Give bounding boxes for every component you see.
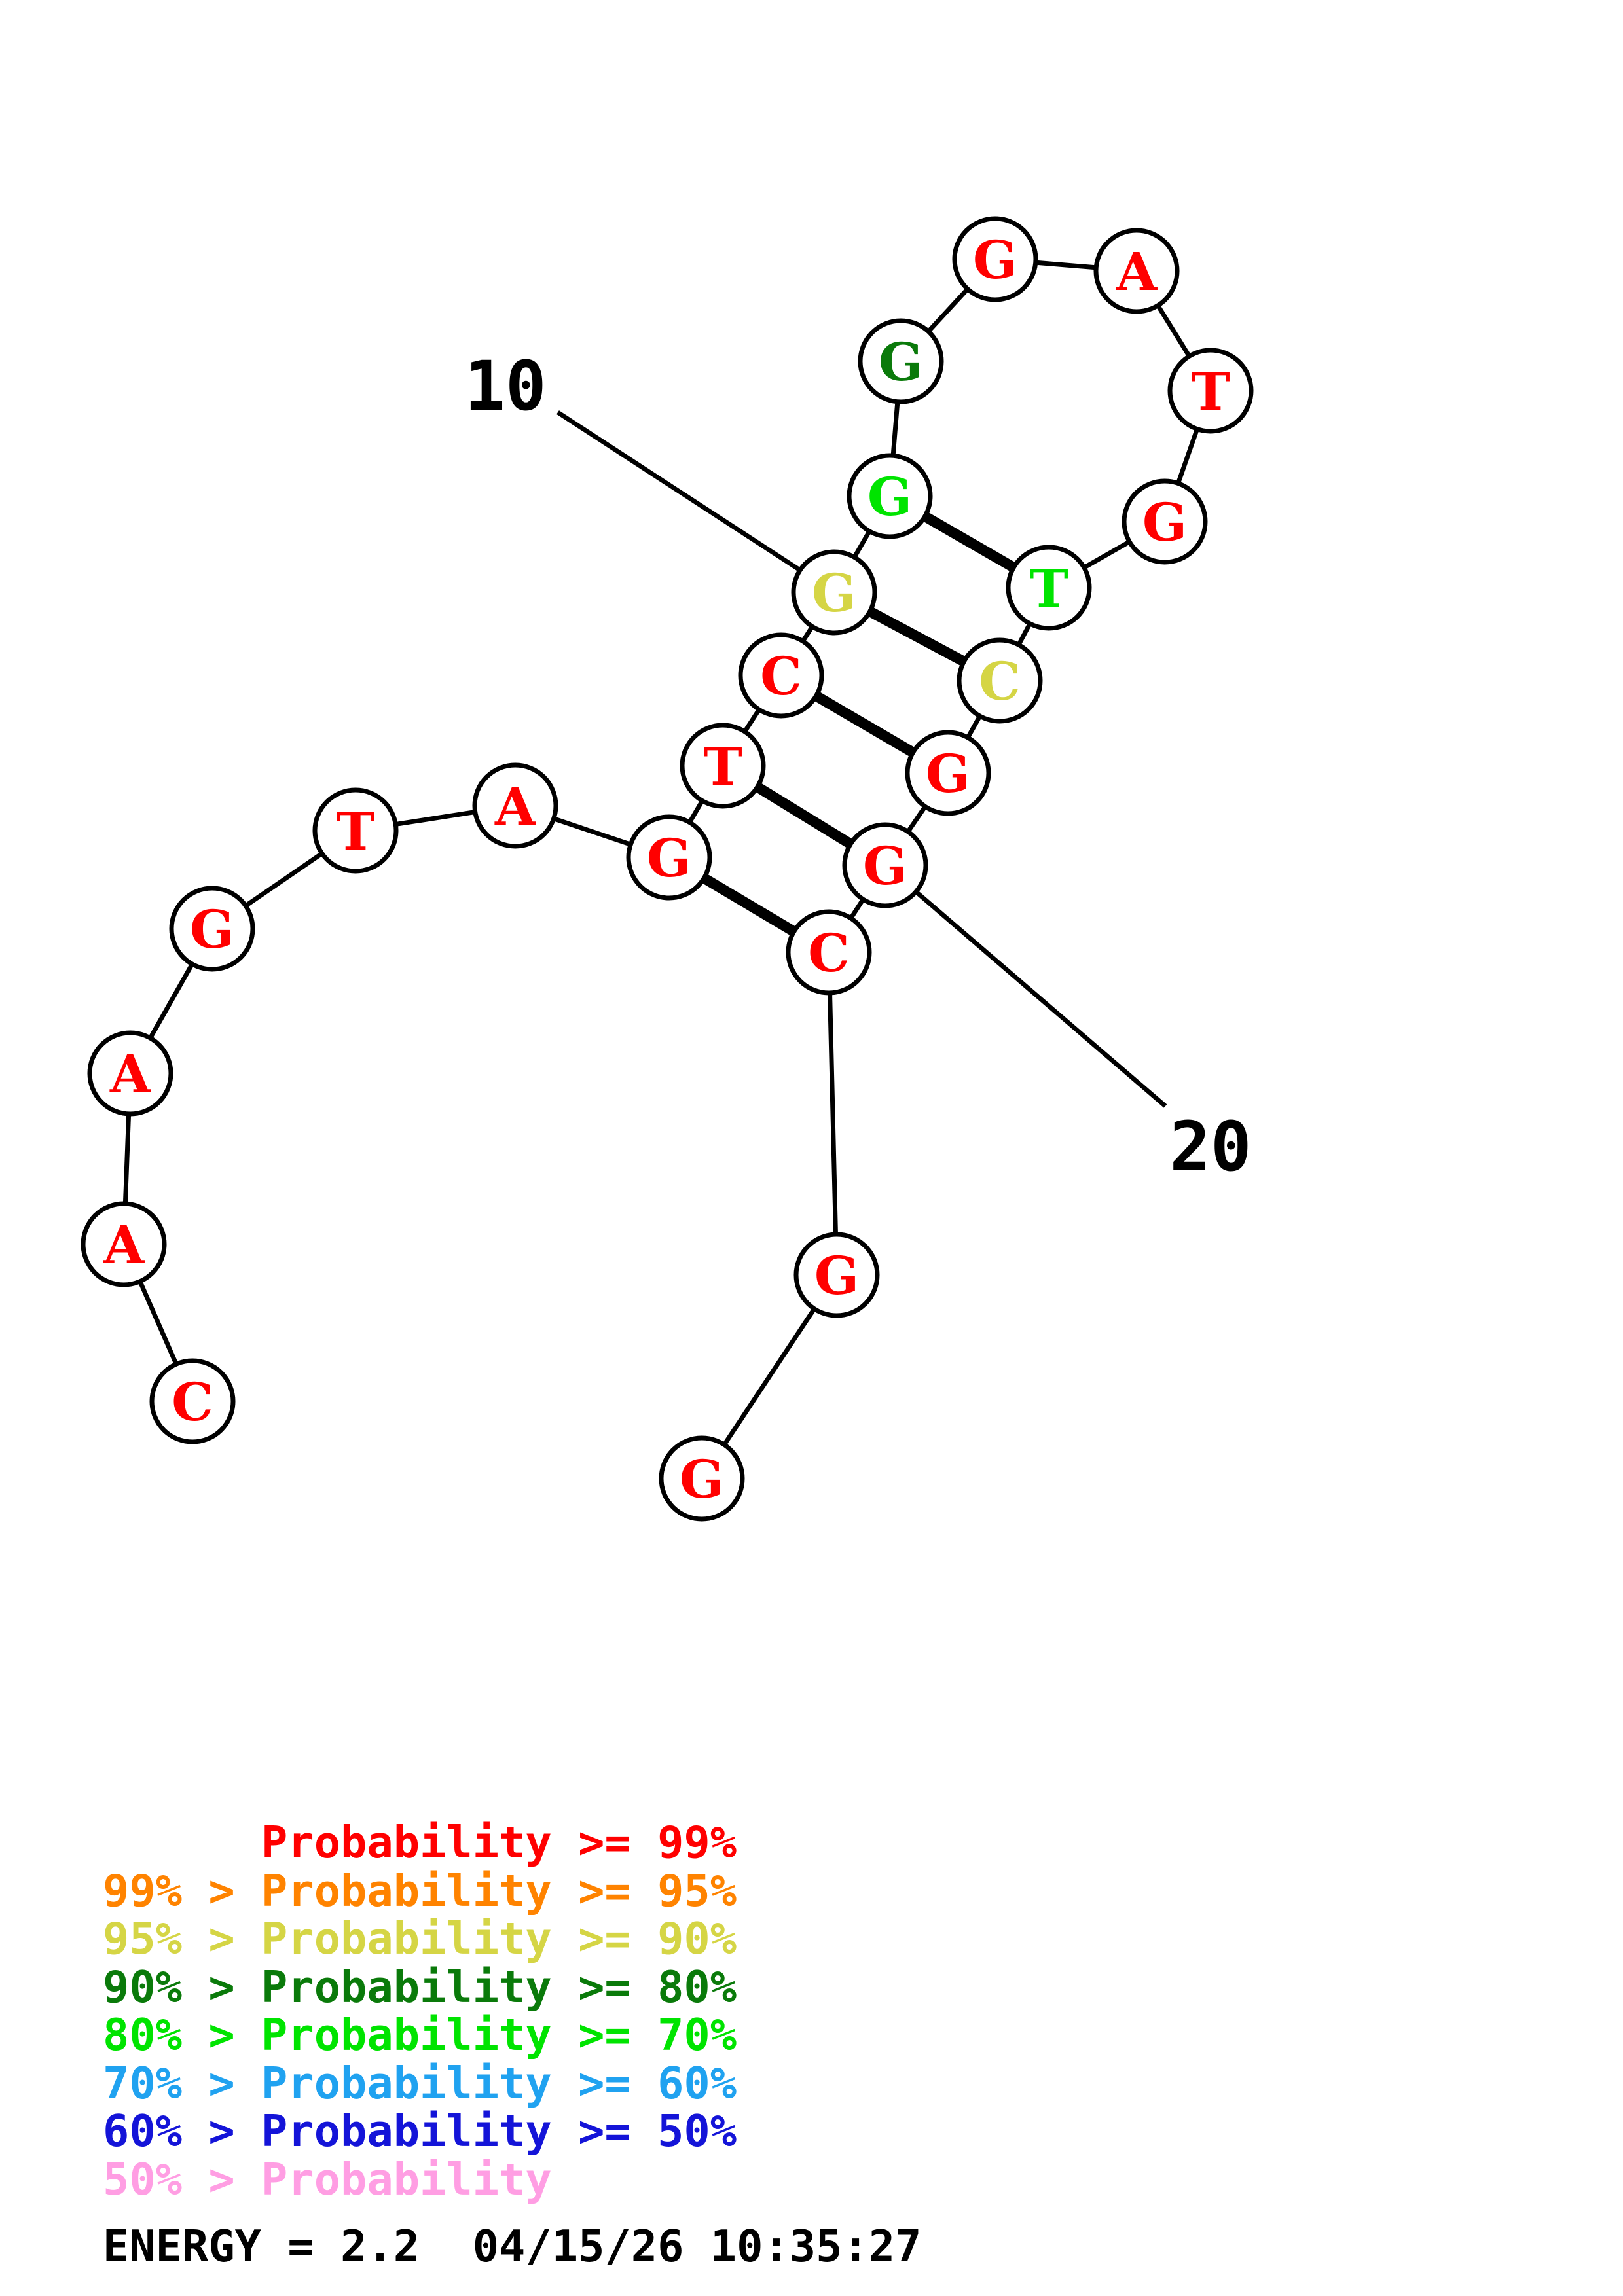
legend-row: 70% > Probability >= 60% <box>103 2057 737 2109</box>
sequence-number-labels: 10 20 <box>464 346 1251 1187</box>
legend-row: 95% > Probability >= 90% <box>103 1913 737 1964</box>
nucleotide-base: G <box>973 229 1017 291</box>
nucleotide-base: C <box>172 1371 213 1433</box>
nucleotide-base: G <box>190 899 234 960</box>
nucleotide-circle <box>472 762 558 849</box>
nucleotide-circle <box>905 730 991 816</box>
nucleotide-base: T <box>336 800 375 862</box>
label-leader-line <box>556 410 835 594</box>
legend-row: Probability >= 99% <box>103 1817 737 1868</box>
sequence-number-label: 10 <box>464 346 546 426</box>
label-leader-line <box>883 863 1167 1108</box>
legend-row: 90% > Probability >= 80% <box>103 1961 737 2013</box>
nucleotide-base: G <box>812 562 856 624</box>
backbone-bond <box>826 952 839 1276</box>
nucleotide-circle <box>87 1030 173 1117</box>
nucleotide-circle <box>957 637 1043 724</box>
nucleotide-circle <box>1167 348 1254 434</box>
label-leader-lines <box>556 410 1167 1108</box>
nucleotide-base: C <box>979 651 1021 712</box>
nucleotide-base: A <box>109 1043 151 1105</box>
nucleotide-base: C <box>808 922 850 984</box>
nucleotide-base: T <box>703 736 742 797</box>
nucleotide-circle <box>858 318 944 404</box>
nucleotide-base: G <box>1142 492 1187 553</box>
nucleotide-base: A <box>494 776 536 837</box>
nucleotide-base: G <box>867 466 912 528</box>
legend-row: 80% > Probability >= 70% <box>103 2009 737 2060</box>
legend-row: 99% > Probability >= 95% <box>103 1865 737 1916</box>
legend-row: 60% > Probability >= 50% <box>103 2106 737 2157</box>
nucleotide-circle <box>1122 478 1208 565</box>
nucleotide-circle <box>626 814 712 901</box>
nucleotide-circle <box>847 453 933 539</box>
nucleotide-circle <box>81 1201 167 1287</box>
energy-timestamp-line: ENERGY = 2.2 04/15/26 10:35:27 <box>103 2221 922 2272</box>
nucleotide-circle <box>793 1232 880 1318</box>
nucleotide-circle <box>791 549 877 636</box>
nucleotide-base: G <box>647 827 691 889</box>
nucleotide-circle <box>149 1358 236 1444</box>
nucleotide-base: G <box>680 1448 724 1510</box>
nucleotide-base: T <box>1029 558 1068 619</box>
sequence-number-label: 20 <box>1169 1107 1251 1187</box>
nucleotide-circle <box>842 822 928 908</box>
nucleotide-base: T <box>1191 361 1230 422</box>
nucleotide-circle <box>312 787 399 874</box>
legend-row: 50% > Probability <box>103 2153 552 2205</box>
nucleotide-circle <box>1006 545 1092 631</box>
nucleotide-circle <box>738 632 824 719</box>
nucleotide-circle <box>786 909 872 996</box>
nucleotide-circle <box>1093 228 1180 314</box>
nucleotide-base: A <box>103 1214 145 1276</box>
nucleotide-base: G <box>863 835 907 897</box>
nucleotide-circle <box>952 216 1038 302</box>
nucleotide-base: G <box>814 1245 859 1306</box>
nucleotide-base: G <box>926 743 970 804</box>
nucleotide-circle <box>659 1435 745 1522</box>
nucleotide-circles <box>81 216 1254 1522</box>
nucleotide-base: A <box>1116 241 1158 302</box>
nucleotide-base: G <box>879 331 923 393</box>
nucleotide-base: C <box>760 645 802 707</box>
probability-legend: Probability >= 99% 99% > Probability >= 9… <box>103 1817 737 2205</box>
nucleotide-circle <box>680 723 766 809</box>
nucleotide-circle <box>169 886 255 972</box>
